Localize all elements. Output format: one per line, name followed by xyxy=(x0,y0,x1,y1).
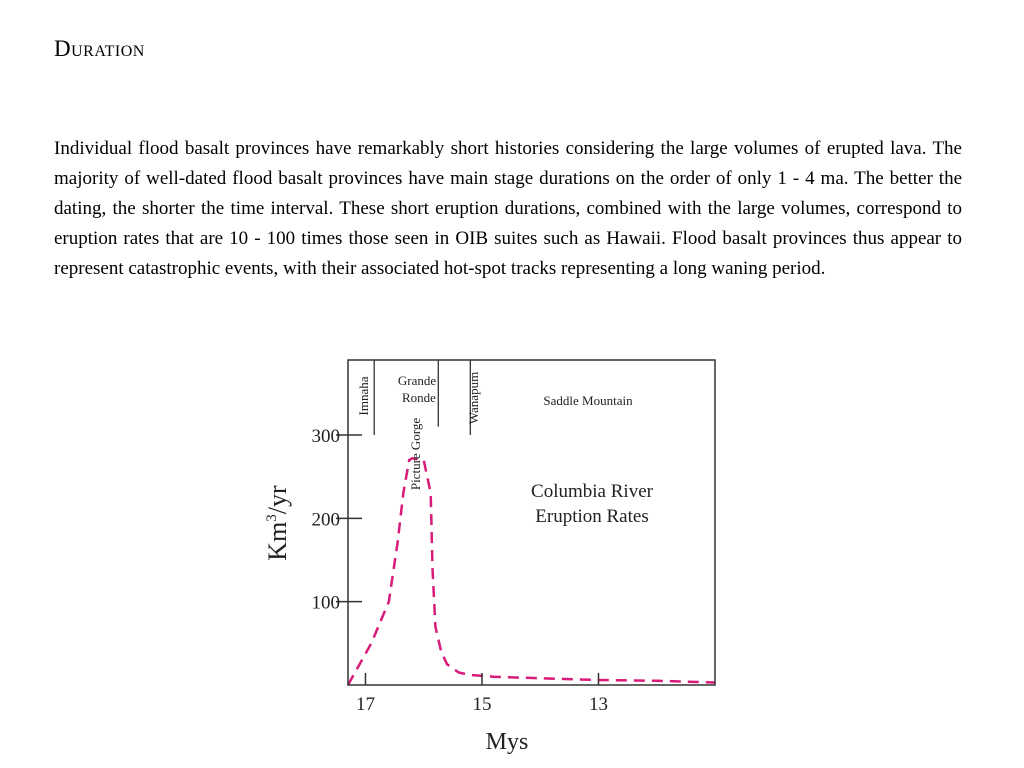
x-tick-label: 15 xyxy=(472,694,491,715)
eruption-rate-line xyxy=(346,456,716,686)
x-axis-ticks: 17 15 13 xyxy=(356,673,608,715)
svg-text:Km3/yr: Km3/yr xyxy=(263,485,292,561)
y-axis-label-base: Km xyxy=(263,522,292,561)
y-tick-label: 200 xyxy=(312,509,341,530)
section-title: Duration xyxy=(54,36,145,61)
y-axis-label-tail: /yr xyxy=(263,485,292,514)
y-axis-ticks: 100 200 300 xyxy=(312,426,362,614)
formation-wanapum-text: Wanapum xyxy=(466,372,481,424)
formation-saddle-mountain: Saddle Mountain xyxy=(543,393,633,408)
formation-label-imnaha: Imnaha xyxy=(356,376,371,415)
y-axis-label: Km3/yr xyxy=(263,485,292,561)
chart-title-line-1: Columbia River xyxy=(531,481,654,502)
formation-grande-line-2: Ronde xyxy=(402,390,436,405)
formation-imnaha-text: Imnaha xyxy=(356,376,371,415)
formation-grande-line-1: Grande xyxy=(398,373,436,388)
formation-picture-gorge-text: Picture Gorge xyxy=(408,418,423,491)
x-tick-label: 13 xyxy=(589,694,608,715)
chart-title-line-2: Eruption Rates xyxy=(535,506,648,527)
body-paragraph: Individual flood basalt provinces have r… xyxy=(54,138,962,279)
y-axis-label-sup: 3 xyxy=(264,514,280,522)
formation-dividers xyxy=(373,360,471,435)
formation-label-wanapum: Wanapum xyxy=(466,372,481,424)
y-tick-label: 300 xyxy=(312,426,341,447)
formation-label-picture-gorge: Picture Gorge xyxy=(408,418,423,491)
x-tick-label: 17 xyxy=(356,694,375,715)
plot-frame xyxy=(347,359,716,686)
y-tick-label: 100 xyxy=(312,593,341,614)
x-axis-label: Mys xyxy=(486,729,529,755)
